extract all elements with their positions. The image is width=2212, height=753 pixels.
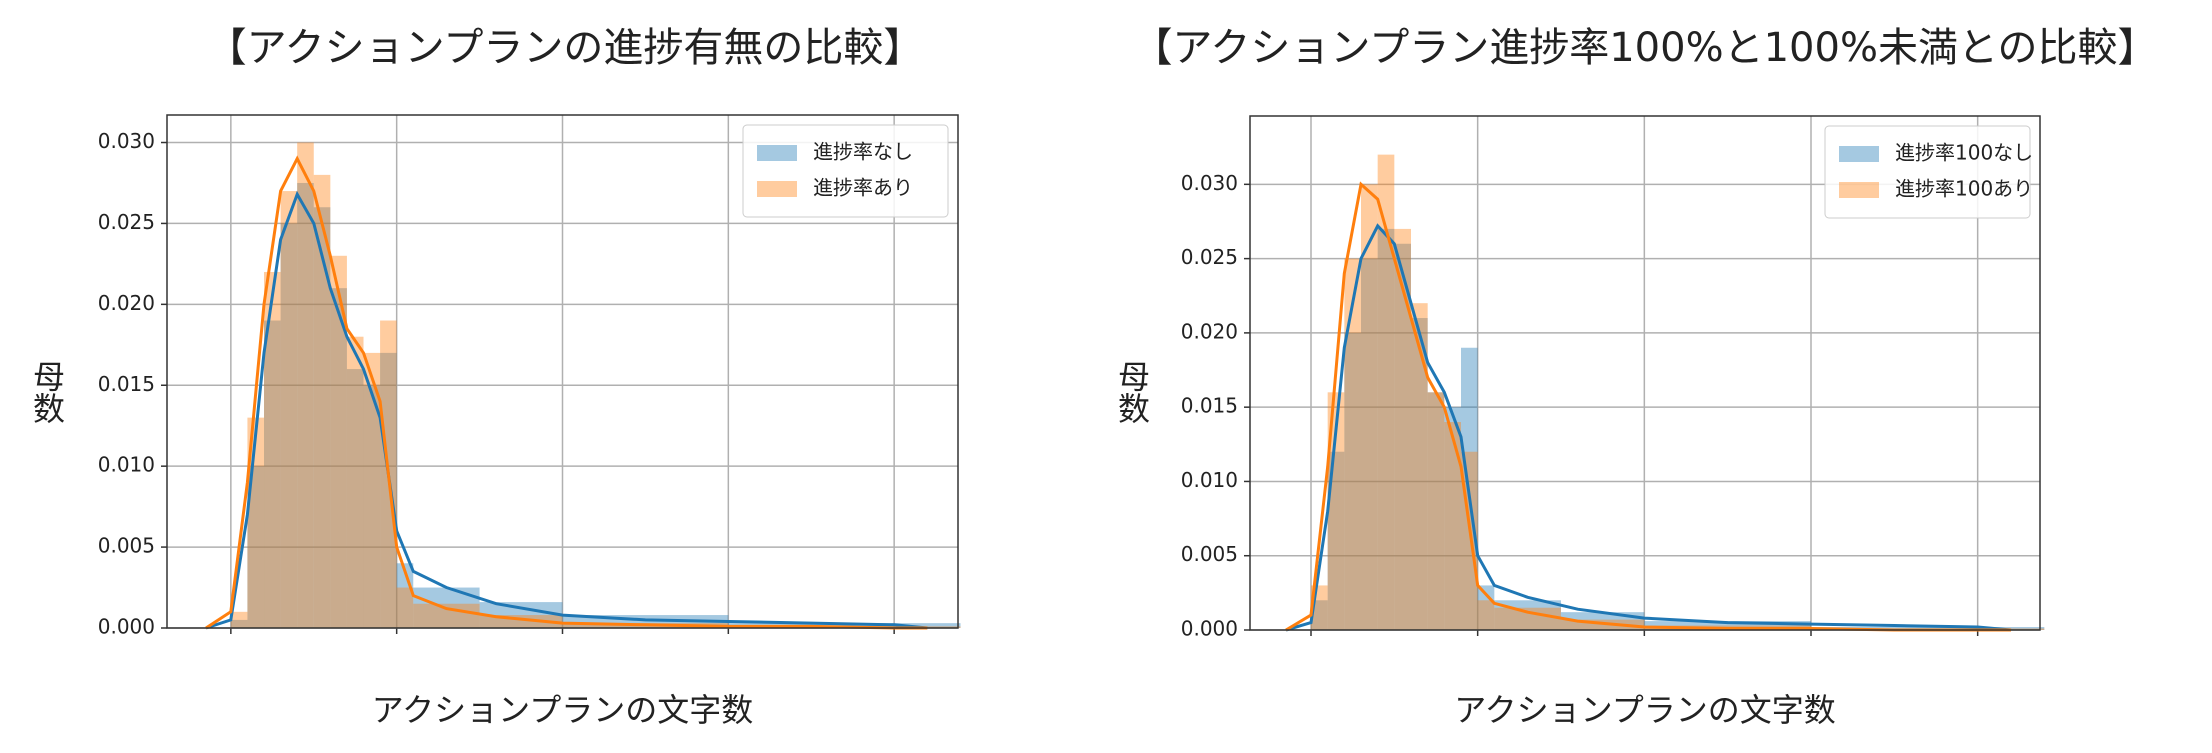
y-tick-label: 0.005 <box>98 534 155 558</box>
histogram-bar <box>330 288 347 628</box>
y-tick-label: 0.030 <box>98 129 155 153</box>
histogram-bar <box>297 182 314 629</box>
histogram-bar <box>1344 332 1361 630</box>
histogram-bar <box>1427 392 1445 630</box>
histogram-bar <box>1311 600 1328 630</box>
y-tick-label: 0.010 <box>1181 468 1238 492</box>
histogram-bar <box>1411 303 1428 630</box>
y-tick-label: 0.010 <box>98 453 155 477</box>
y-tick-label: 0.015 <box>98 372 155 396</box>
y-tick-label: 0.025 <box>98 210 155 234</box>
histogram-bar <box>1444 407 1461 630</box>
histogram-bar <box>1477 600 1495 630</box>
y-axis-label: 母数 <box>1113 360 1151 424</box>
histogram-bar <box>1394 228 1411 630</box>
histogram-bar <box>1644 621 1811 630</box>
histogram-bar <box>313 174 331 629</box>
histogram-bar <box>230 619 248 628</box>
histogram-bar <box>1344 258 1361 630</box>
x-axis-label: アクションプランの文字数 <box>372 691 753 729</box>
histogram-bar <box>1411 318 1428 630</box>
histogram-bar <box>1361 184 1378 630</box>
kde-line <box>1285 181 2011 632</box>
histogram-bar <box>247 466 265 628</box>
chart-title: 【アクションプラン進捗率100%と100%未満との比較】 <box>1132 25 2157 71</box>
legend-swatch <box>757 181 797 197</box>
y-tick-label: 0.030 <box>1181 171 1238 195</box>
histogram-bar <box>1427 392 1445 630</box>
histogram-bar <box>363 352 381 628</box>
y-axis-label: 母数 <box>28 360 66 424</box>
x-axis-label: アクションプランの文字数 <box>1454 691 1835 729</box>
histogram-bar <box>330 255 347 628</box>
kde-line <box>205 155 928 630</box>
legend-box <box>1824 125 2031 219</box>
histogram-bar <box>1377 154 1395 631</box>
histogram-bar <box>1377 228 1395 630</box>
legend-label: 進捗率あり <box>813 176 913 200</box>
histogram-bar <box>1494 607 1561 630</box>
legend-box <box>742 124 949 218</box>
histogram-bar <box>1394 243 1411 630</box>
histogram-bar <box>297 142 314 628</box>
histogram-bar <box>264 271 281 628</box>
histogram-bar <box>1327 392 1345 630</box>
legend-swatch <box>1839 146 1879 162</box>
histogram-bar <box>280 223 298 628</box>
histogram-bar <box>1361 258 1378 630</box>
histogram-bar <box>280 191 298 628</box>
histogram-bar <box>313 207 331 628</box>
histogram-bar <box>1477 585 1495 630</box>
y-tick-label: 0.015 <box>1181 394 1238 418</box>
legend-label: 進捗率100なし <box>1895 141 2033 165</box>
histogram-bar <box>363 385 381 628</box>
kde-line <box>205 190 928 630</box>
histogram-bar <box>1444 422 1461 630</box>
plot-frame <box>1249 115 2041 631</box>
histogram-bar <box>396 587 414 628</box>
chart-title: 【アクションプランの進捗有無の比較】 <box>207 25 924 71</box>
histogram-bar <box>264 320 281 628</box>
y-tick-label: 0.000 <box>1181 617 1238 641</box>
legend-label: 進捗率なし <box>813 140 913 164</box>
y-tick-label: 0.005 <box>1181 542 1238 566</box>
legend-label: 進捗率100あり <box>1895 177 2033 201</box>
legend-swatch <box>757 145 797 161</box>
histogram-bar <box>230 611 248 628</box>
plot-frame <box>166 114 959 629</box>
y-tick-label: 0.020 <box>1181 319 1238 343</box>
y-tick-label: 0.000 <box>98 615 155 639</box>
histogram-bar <box>1327 451 1345 630</box>
y-tick-label: 0.025 <box>1181 245 1238 269</box>
histogram-bar <box>380 352 397 628</box>
histogram-bar <box>346 336 364 628</box>
y-tick-label: 0.020 <box>98 291 155 315</box>
kde-line <box>1285 223 2012 632</box>
legend-swatch <box>1839 182 1879 198</box>
histogram-bar <box>346 369 364 628</box>
